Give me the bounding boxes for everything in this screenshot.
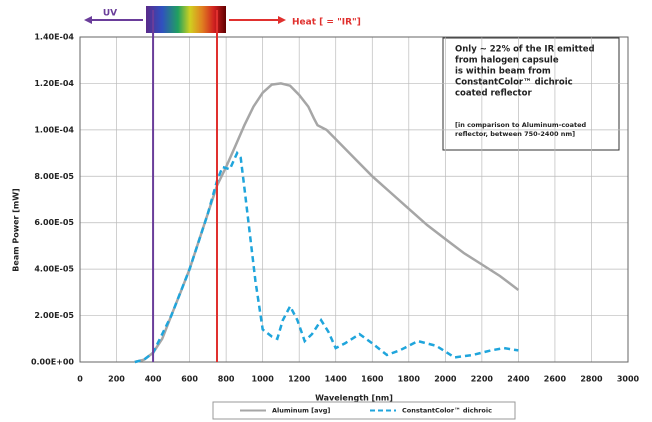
uv-arrowhead bbox=[84, 16, 92, 24]
x-tick-label: 200 bbox=[108, 375, 125, 384]
legend-label: Aluminum [avg] bbox=[272, 407, 330, 415]
x-tick-label: 1200 bbox=[288, 375, 311, 384]
note-text: [in comparison to Aluminum-coated bbox=[455, 121, 587, 129]
ir-label: Heat [ = "IR"] bbox=[292, 18, 361, 28]
data-line bbox=[134, 150, 519, 364]
annotation-text: coated reflector bbox=[455, 89, 532, 99]
x-tick-label: 2600 bbox=[544, 375, 567, 384]
x-tick-label: 1800 bbox=[398, 375, 421, 384]
annotation-text: is within beam from bbox=[455, 67, 551, 77]
x-tick-label: 2400 bbox=[507, 375, 530, 384]
annotation-box bbox=[442, 37, 620, 151]
y-tick-label: 8.00E-05 bbox=[34, 172, 74, 181]
plot-frame bbox=[79, 36, 629, 363]
data-line bbox=[134, 82, 520, 364]
annotation-text: Only ~ 22% of the IR emitted bbox=[455, 45, 595, 55]
x-tick-label: 1400 bbox=[325, 375, 348, 384]
ir-arrowhead bbox=[278, 16, 286, 24]
x-tick-label: 2000 bbox=[434, 375, 457, 384]
y-tick-label: 0.00E+00 bbox=[31, 358, 74, 367]
note-text: reflector, between 750-2400 nm] bbox=[455, 130, 575, 138]
y-axis-label: Beam Power [mW] bbox=[12, 188, 21, 271]
x-tick-label: 3000 bbox=[617, 375, 640, 384]
uv-label: UV bbox=[103, 9, 117, 19]
x-tick-label: 2200 bbox=[471, 375, 494, 384]
y-tick-label: 4.00E-05 bbox=[34, 265, 74, 274]
x-tick-label: 800 bbox=[218, 375, 235, 384]
x-tick-label: 1600 bbox=[361, 375, 384, 384]
spectrum-bar bbox=[146, 6, 226, 33]
y-tick-label: 1.00E-04 bbox=[34, 125, 74, 134]
y-tick-label: 6.00E-05 bbox=[34, 218, 74, 227]
legend-label: ConstantColor™ dichroic bbox=[402, 407, 492, 415]
x-tick-label: 2800 bbox=[580, 375, 603, 384]
y-tick-label: 2.00E-05 bbox=[34, 311, 74, 320]
x-tick-label: 1000 bbox=[252, 375, 275, 384]
y-tick-label: 1.40E-04 bbox=[34, 33, 74, 42]
y-tick-label: 1.20E-04 bbox=[34, 79, 74, 88]
annotation-text: ConstantColor™ dichroic bbox=[455, 78, 573, 88]
x-tick-label: 600 bbox=[181, 375, 198, 384]
x-tick-label: 0 bbox=[77, 375, 83, 384]
legend bbox=[212, 401, 516, 420]
x-axis-label: Wavelength [nm] bbox=[315, 394, 393, 403]
x-tick-label: 400 bbox=[145, 375, 162, 384]
annotation-text: from halogen capsule bbox=[455, 56, 559, 66]
